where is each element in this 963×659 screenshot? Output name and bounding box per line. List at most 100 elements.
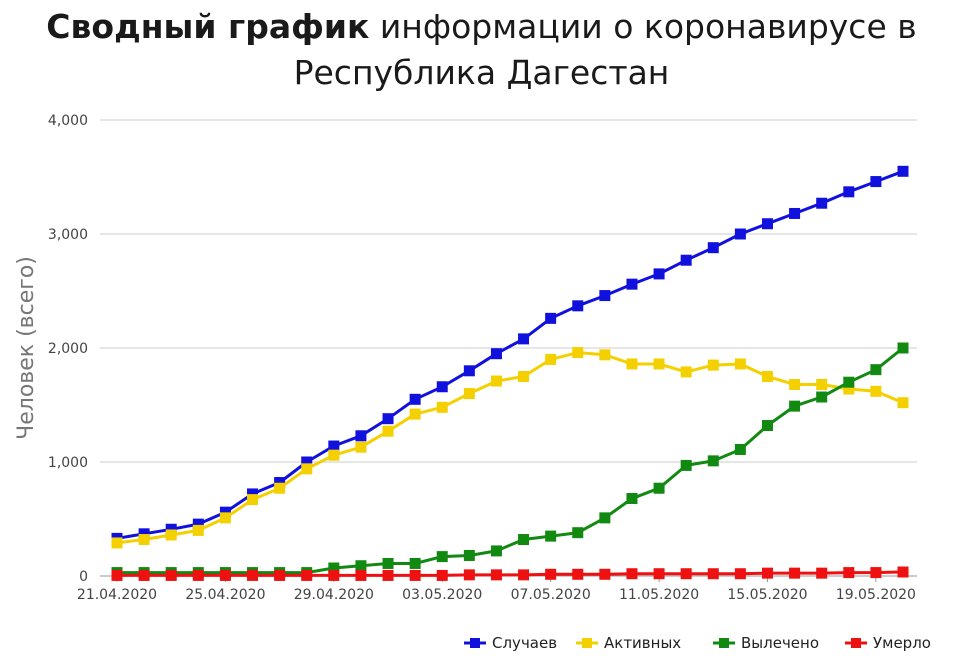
data-point [382, 413, 394, 425]
x-tick-label: 07.05.2020 [511, 587, 591, 603]
series-line [116, 169, 904, 540]
legend-label: Умерло [873, 634, 931, 652]
y-axis-title: Человек (всего) [14, 256, 39, 440]
data-point [165, 523, 177, 535]
x-tick-label: 11.05.2020 [619, 587, 699, 603]
data-point [545, 568, 557, 580]
data-point [680, 254, 692, 266]
data-point [816, 391, 828, 403]
legend-marker [719, 638, 729, 648]
data-point [111, 569, 123, 581]
x-tick-label: 29.04.2020 [294, 587, 374, 603]
data-point [463, 569, 475, 581]
data-point [219, 512, 231, 524]
data-point [653, 482, 665, 494]
data-point [680, 459, 692, 471]
data-point [436, 569, 448, 581]
data-point [138, 534, 150, 546]
data-point [518, 333, 530, 345]
data-point [599, 568, 611, 580]
data-point [436, 401, 448, 413]
data-point [653, 358, 665, 370]
x-tick-label: 21.04.2020 [77, 587, 157, 603]
data-point [816, 567, 828, 579]
data-point [409, 569, 421, 581]
data-point [463, 365, 475, 377]
data-point [761, 371, 773, 382]
data-point [897, 566, 909, 578]
y-tick-label: 3,000 [48, 227, 88, 243]
data-point [355, 441, 367, 453]
data-point [518, 371, 530, 382]
data-point [572, 300, 584, 312]
data-point [599, 290, 611, 302]
data-point [816, 197, 828, 209]
chart-title: Сводный график информации о коронавирусе… [0, 4, 963, 96]
data-point [409, 393, 421, 405]
data-point [165, 569, 177, 581]
data-point [761, 420, 773, 432]
data-point [897, 165, 909, 177]
data-point [382, 569, 394, 581]
data-point [301, 456, 313, 468]
y-tick-label: 4,000 [48, 113, 88, 129]
data-point [897, 342, 909, 354]
data-point [192, 524, 204, 536]
legend-marker [470, 638, 480, 648]
data-point [789, 207, 801, 219]
data-point [734, 568, 746, 580]
data-point [328, 562, 340, 574]
data-point [870, 567, 882, 579]
y-tick-label: 1,000 [48, 455, 88, 471]
legend-marker [851, 638, 861, 648]
y-tick-label: 0 [79, 569, 88, 585]
y-tick-label: 2,000 [48, 341, 88, 357]
data-point [653, 568, 665, 580]
data-point [409, 408, 421, 420]
data-point [138, 569, 150, 581]
data-point [436, 551, 448, 563]
data-point [870, 364, 882, 376]
data-point [165, 529, 177, 541]
data-point [734, 228, 746, 240]
data-point [707, 455, 719, 467]
data-point [572, 568, 584, 580]
legend-label: Случаев [492, 634, 557, 652]
data-point [247, 488, 259, 500]
data-point [572, 347, 584, 359]
data-point [545, 353, 557, 365]
chart-title-rest: информации о коронавирусе в Республика Д… [293, 7, 917, 92]
data-point [490, 348, 502, 360]
data-point [490, 569, 502, 581]
data-point [734, 443, 746, 455]
data-point [626, 492, 638, 504]
data-point [707, 568, 719, 580]
data-point [490, 545, 502, 557]
data-point [219, 569, 231, 581]
data-point [301, 569, 313, 581]
data-point [599, 349, 611, 361]
data-point [680, 568, 692, 580]
data-point [626, 278, 638, 290]
x-tick-label: 25.04.2020 [185, 587, 265, 603]
data-point [545, 530, 557, 542]
data-point [355, 560, 367, 572]
data-point [789, 400, 801, 412]
data-point [328, 449, 340, 461]
data-point [843, 186, 855, 198]
data-point [382, 425, 394, 437]
chart-title-bold: Сводный график [46, 7, 370, 46]
data-point [436, 381, 448, 393]
data-point [870, 176, 882, 188]
data-point [355, 430, 367, 442]
data-point [382, 557, 394, 569]
legend-marker [582, 638, 592, 648]
data-point [274, 482, 286, 494]
data-point [463, 549, 475, 561]
data-point [870, 385, 882, 397]
data-point [761, 567, 773, 579]
data-point [355, 569, 367, 581]
data-point [626, 358, 638, 370]
data-point [816, 378, 828, 390]
